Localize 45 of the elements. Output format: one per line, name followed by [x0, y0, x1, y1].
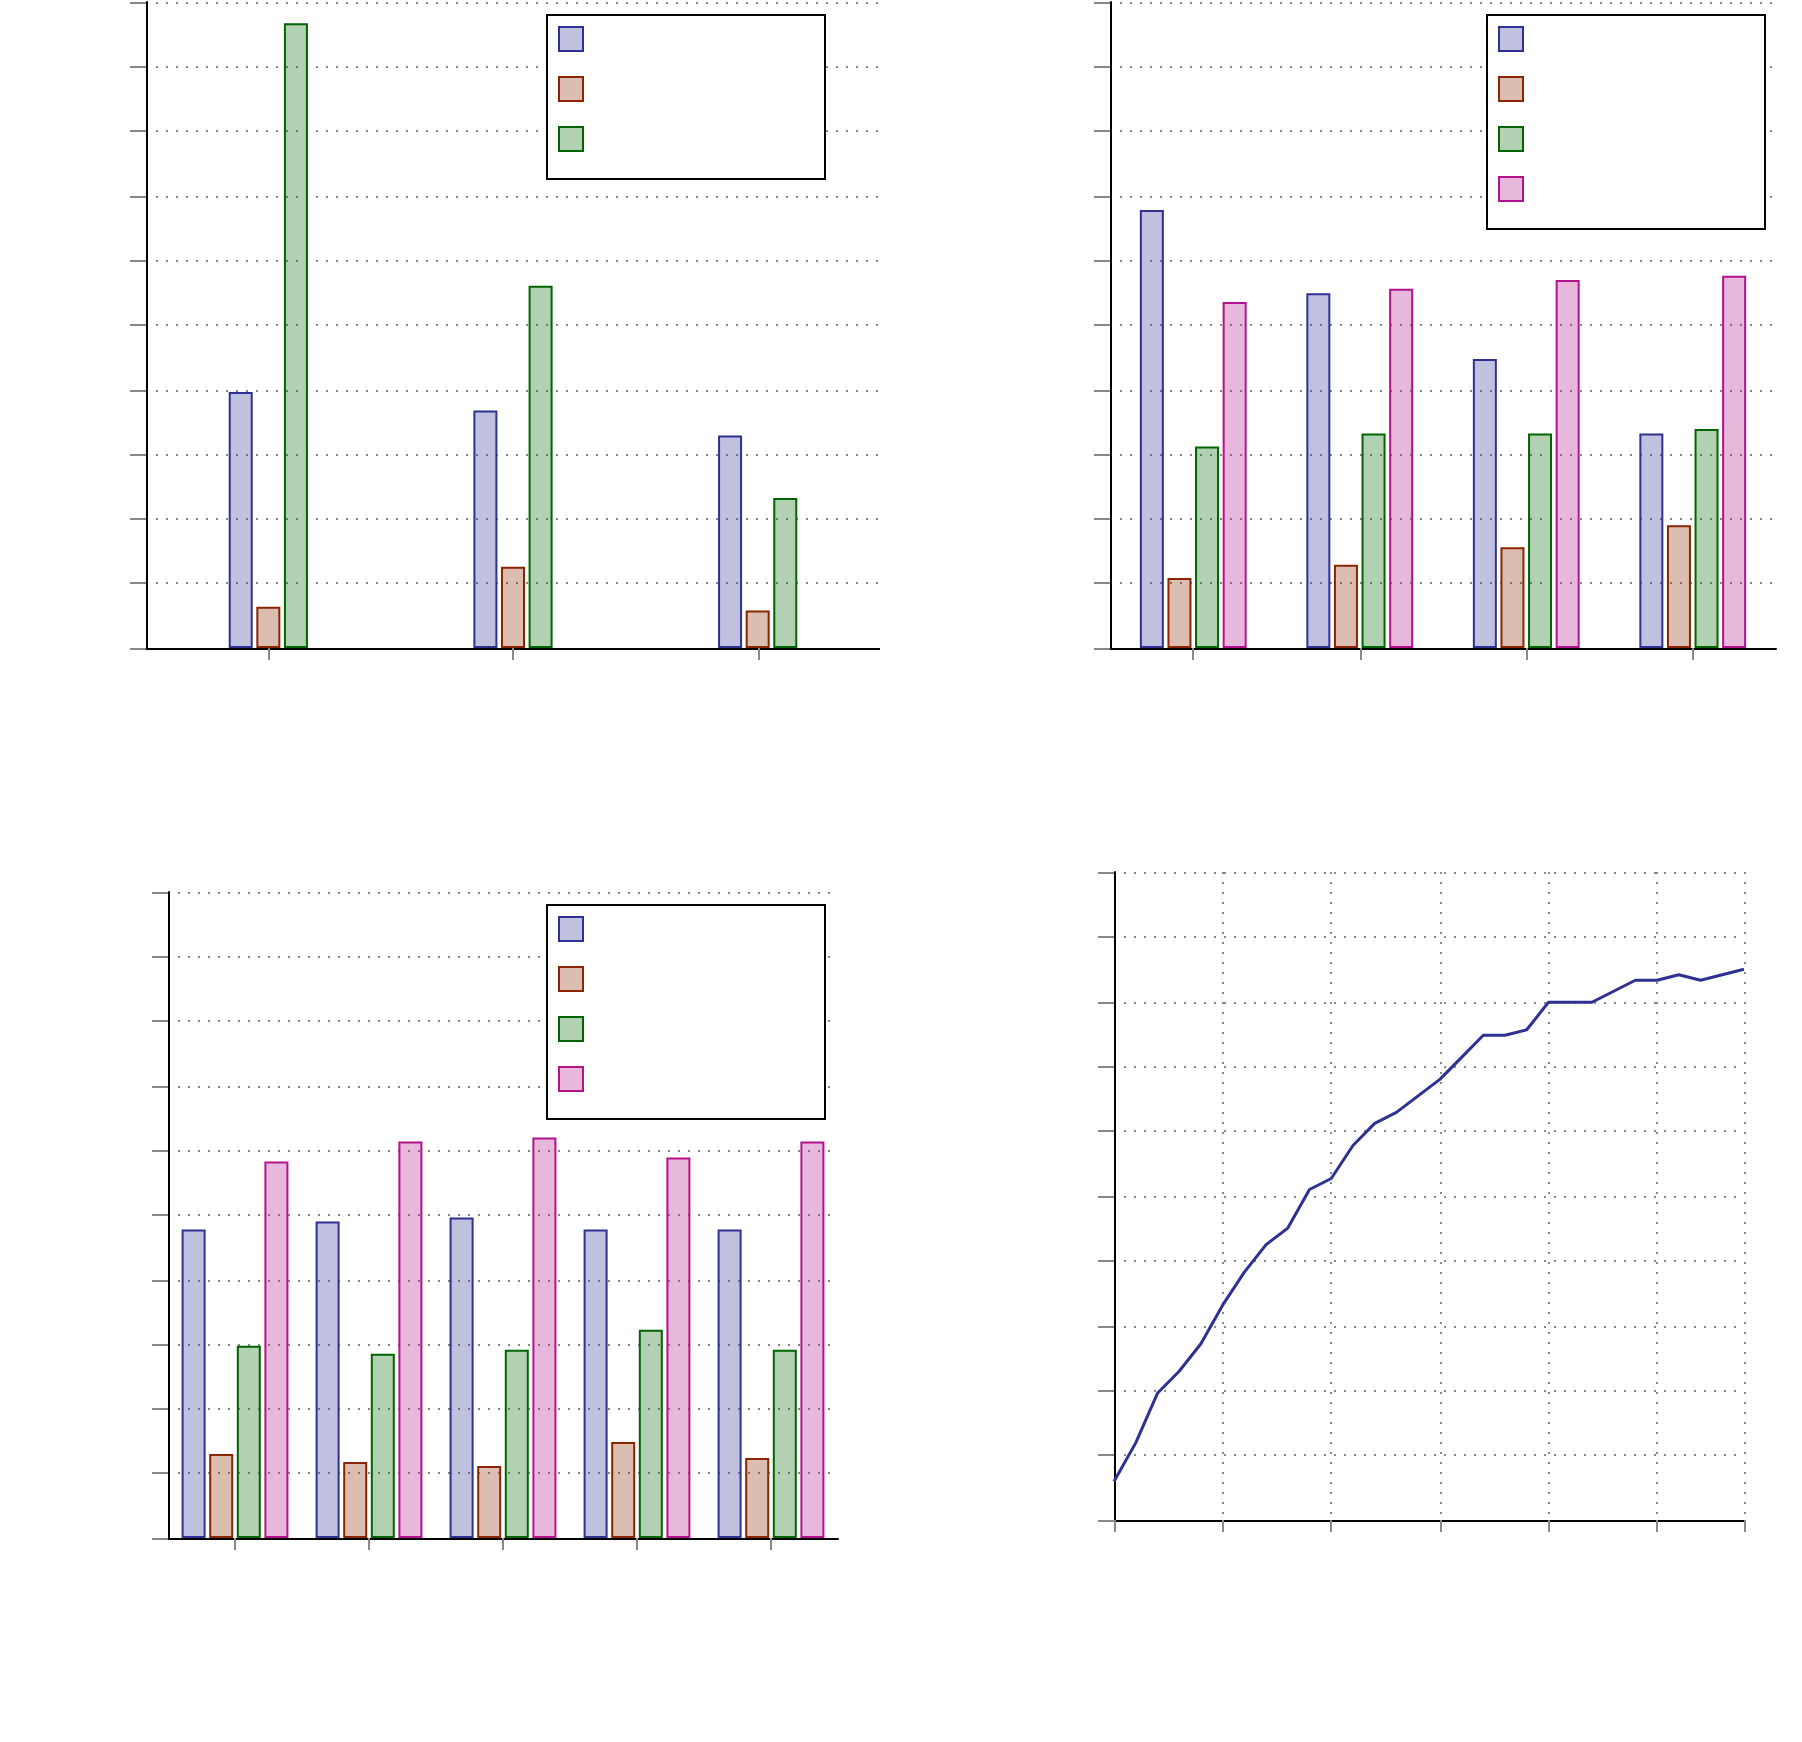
bar — [1694, 429, 1719, 648]
bar — [611, 1441, 636, 1538]
bar — [717, 1229, 742, 1538]
bar — [583, 1229, 608, 1538]
bar — [236, 1345, 261, 1538]
bar — [398, 1141, 423, 1538]
bar — [228, 391, 253, 648]
bar — [1306, 293, 1331, 648]
bar — [1555, 280, 1580, 648]
bar — [501, 566, 525, 648]
bar — [1333, 564, 1358, 648]
bar — [256, 606, 281, 648]
bar — [528, 285, 553, 648]
bar — [1639, 433, 1664, 648]
bar — [449, 1217, 474, 1538]
bar — [1666, 525, 1691, 648]
bar — [532, 1137, 557, 1538]
bar — [343, 1461, 368, 1538]
bar — [638, 1329, 663, 1538]
bar — [370, 1353, 395, 1538]
bar — [473, 410, 498, 648]
bar — [1222, 301, 1247, 648]
bar — [1528, 433, 1553, 648]
bar — [718, 435, 743, 648]
bar — [666, 1157, 691, 1538]
bar — [181, 1229, 206, 1538]
bar — [1139, 210, 1164, 648]
bar — [1722, 275, 1747, 648]
bar — [315, 1221, 340, 1538]
bar — [1389, 288, 1414, 648]
bar — [800, 1141, 825, 1538]
bar — [1361, 433, 1386, 648]
bar — [773, 498, 798, 648]
bar — [1472, 358, 1497, 648]
bar — [1500, 547, 1525, 648]
bar — [745, 1457, 770, 1538]
bar — [504, 1349, 529, 1538]
bar — [264, 1161, 289, 1538]
bar — [209, 1453, 234, 1538]
bar — [1195, 446, 1220, 648]
bar — [745, 610, 770, 648]
bar — [477, 1465, 502, 1538]
bar — [283, 23, 308, 648]
bar — [772, 1349, 797, 1538]
bar — [1167, 577, 1192, 648]
